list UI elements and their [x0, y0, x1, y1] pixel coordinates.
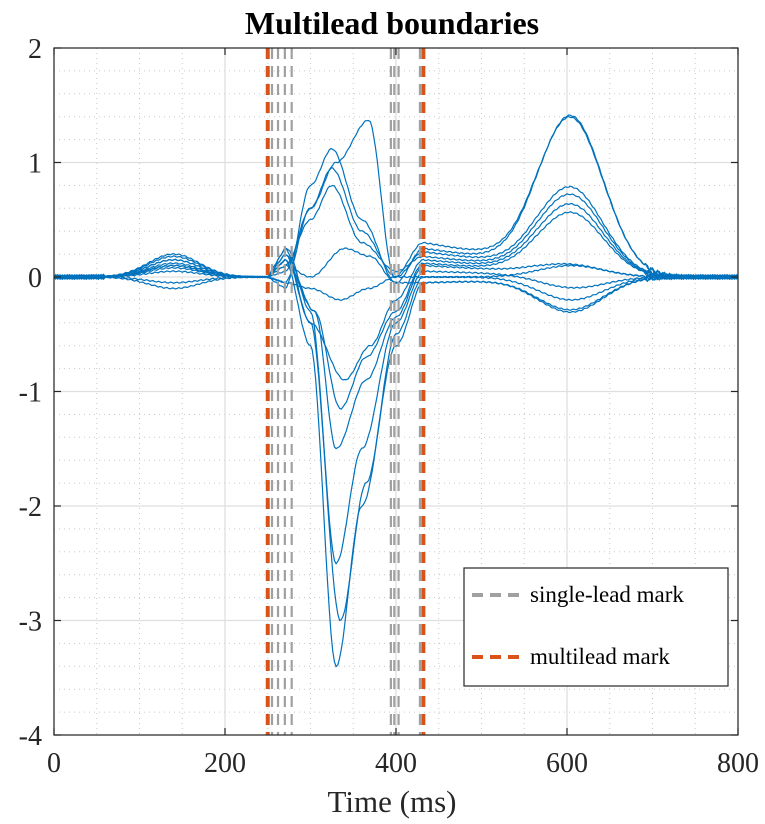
lead-trace-7 — [53, 184, 739, 281]
lead-trace-10 — [53, 115, 739, 285]
y-tick-label: 1 — [28, 149, 42, 180]
signal-traces — [53, 114, 739, 668]
x-tick-label: 800 — [717, 748, 759, 779]
y-tick-label: -2 — [19, 492, 42, 523]
legend: single-lead mark multilead mark — [463, 567, 729, 687]
lead-trace-12 — [53, 264, 739, 302]
lead-trace-5 — [53, 211, 739, 410]
x-tick-label: 200 — [204, 748, 246, 779]
x-tick-label: 400 — [375, 748, 417, 779]
y-tick-label: -1 — [19, 378, 42, 409]
legend-single-lead-label: single-lead mark — [530, 582, 684, 607]
y-tick-label: -3 — [19, 607, 42, 638]
axis-ticks: 0 200 400 600 800 2 1 0 -1 -2 -3 -4 — [19, 34, 759, 779]
boundary-marks — [265, 48, 426, 735]
y-tick-label: 2 — [28, 34, 42, 65]
x-tick-label: 600 — [546, 748, 588, 779]
lead-trace-11 — [53, 247, 739, 314]
y-tick-label: 0 — [28, 263, 42, 294]
legend-box — [463, 567, 729, 687]
y-tick-label: -4 — [19, 721, 42, 752]
legend-multilead-label: multilead mark — [530, 644, 670, 669]
lead-trace-6 — [53, 202, 739, 381]
chart-title: Multilead boundaries — [245, 5, 539, 41]
x-tick-label: 0 — [47, 748, 61, 779]
x-axis-label: Time (ms) — [328, 784, 457, 819]
